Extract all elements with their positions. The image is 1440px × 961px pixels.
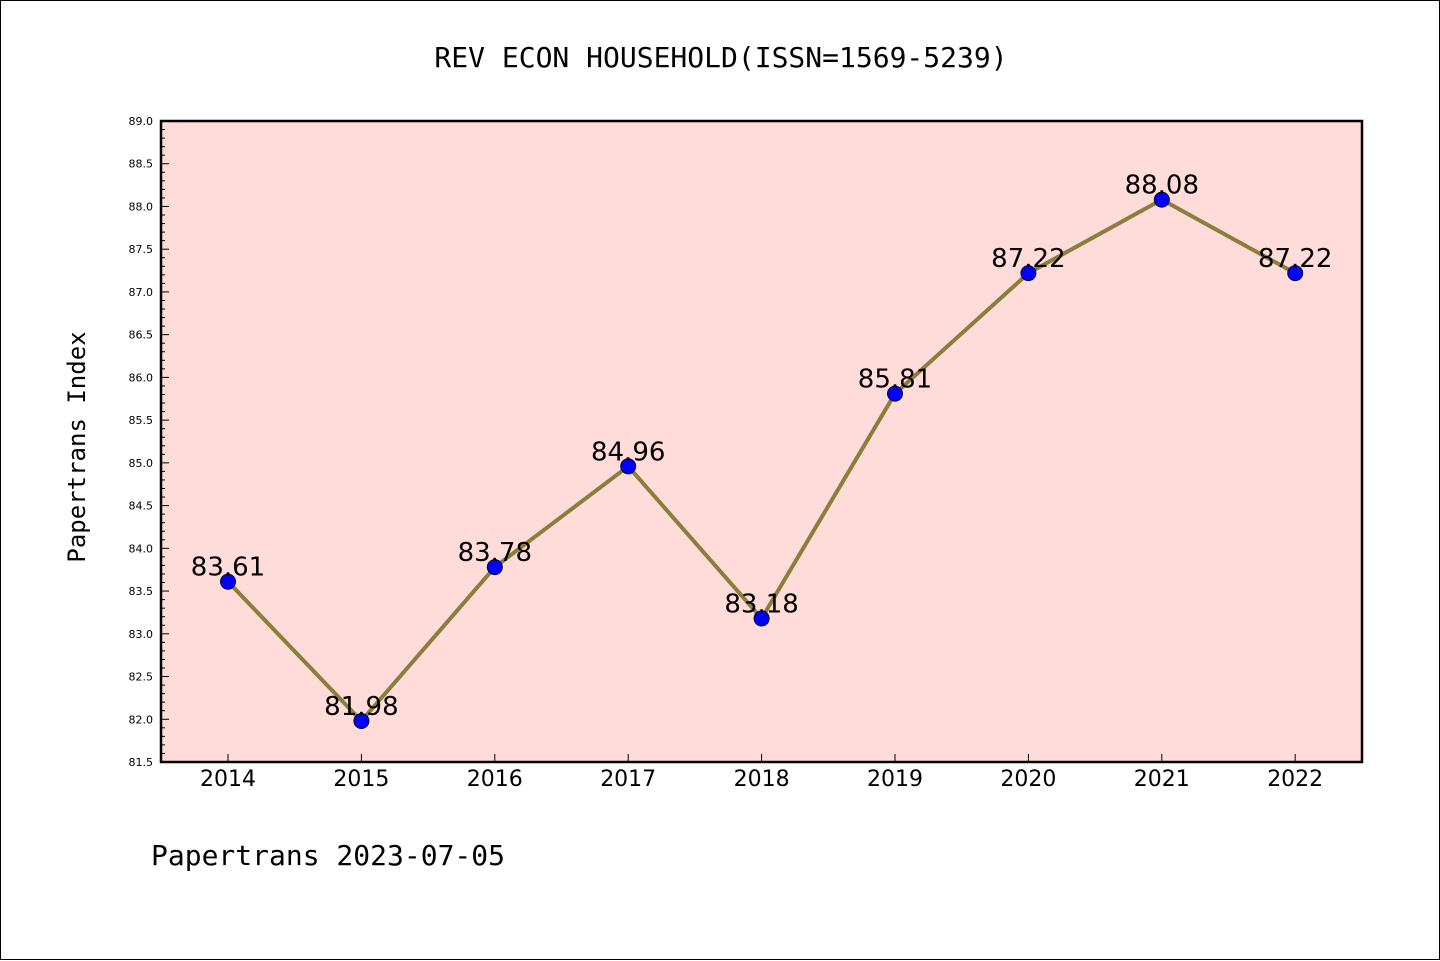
x-tick-label: 2017 [600, 767, 656, 792]
x-tick-label: 2021 [1134, 767, 1190, 792]
data-point-marker [353, 712, 370, 729]
data-label: 88.08 [1125, 171, 1199, 201]
x-tick-label: 2016 [467, 767, 523, 792]
x-tick-label: 2020 [1000, 767, 1056, 792]
data-point-marker [1153, 191, 1170, 208]
y-tick-label: 82.5 [129, 671, 154, 684]
y-tick-label: 88.5 [129, 158, 154, 171]
y-tick-label: 85.5 [129, 414, 154, 427]
data-point-marker [887, 385, 903, 402]
footer-credit: Papertrans 2023-07-05 [151, 839, 505, 872]
x-tick-label: 2019 [867, 767, 923, 792]
series-line-group [220, 191, 1304, 729]
data-point-marker [486, 559, 503, 576]
y-tick-label: 87.5 [129, 243, 154, 256]
data-label: 81.98 [324, 692, 398, 722]
data-point-marker [753, 610, 770, 627]
data-label: 87.22 [991, 244, 1065, 274]
y-tick-label: 85.0 [129, 457, 154, 470]
x-tick-label: 2015 [333, 767, 389, 792]
data-point-marker [1287, 265, 1304, 282]
x-tick-label: 2022 [1267, 767, 1323, 792]
plot-area [161, 121, 1362, 762]
y-tick-label: 86.0 [129, 371, 154, 384]
y-axis: 81.5 82.0 82.5 83.0 83.5 84.0 84.5 85.0 85.5 86.0… [129, 115, 169, 769]
data-label: 83.18 [724, 589, 798, 619]
y-tick-label: 82.0 [129, 713, 154, 726]
y-tick-label: 84.0 [129, 542, 154, 555]
y-tick-label: 81.5 [129, 756, 154, 769]
y-tick-label: 84.5 [129, 500, 154, 513]
plot-frame [159, 119, 1364, 764]
data-label: 85.81 [858, 365, 932, 395]
x-tick-label: 2018 [734, 767, 790, 792]
data-point-marker [620, 458, 637, 475]
y-axis-label: Papertrans Index [63, 331, 91, 562]
data-label-group: 83.61 81.98 83.78 84.96 83.18 85.81 87.22 88.08… [191, 171, 1333, 722]
data-label: 83.78 [458, 538, 532, 568]
y-tick-label: 87.0 [129, 286, 154, 299]
data-point-marker [1020, 265, 1037, 282]
x-axis: 2014 2015 2016 2017 2018 2019 2020 2021 2022 [200, 754, 1323, 792]
data-point-marker [220, 573, 236, 590]
y-tick-label: 88.0 [129, 200, 154, 213]
x-tick-label: 2014 [200, 767, 256, 792]
data-label: 87.22 [1258, 244, 1332, 274]
y-tick-label: 83.0 [129, 628, 154, 641]
y-tick-label: 86.5 [129, 329, 154, 342]
chart-title: REV ECON HOUSEHOLD(ISSN=1569-5239) [434, 41, 1007, 74]
data-label: 84.96 [591, 437, 665, 467]
data-label: 83.61 [191, 553, 265, 583]
y-tick-label: 89.0 [129, 115, 154, 128]
y-tick-label: 83.5 [129, 585, 154, 598]
